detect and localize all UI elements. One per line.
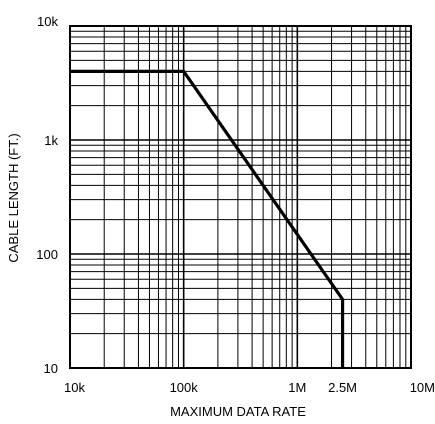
y-tick-label: 100 <box>36 247 58 262</box>
plot-border <box>69 25 412 369</box>
x-axis-title: MAXIMUM DATA RATE <box>170 404 306 419</box>
plot-frame <box>69 25 412 369</box>
y-tick-label: 10 <box>44 361 58 376</box>
x-tick-label: 2.5M <box>328 380 357 395</box>
grid <box>70 26 411 368</box>
y-tick-label: 10k <box>37 14 58 29</box>
y-tick-label: 1k <box>44 133 58 148</box>
series-line-1 <box>70 69 345 368</box>
y-axis-title: CABLE LENGTH (FT.) <box>6 133 21 262</box>
y-tick-labels: 10 100 1k 10k <box>36 14 58 376</box>
x-tick-label: 10M <box>410 380 435 395</box>
x-tick-label: 100k <box>170 380 199 395</box>
x-tick-label: 1M <box>288 380 306 395</box>
x-tick-label: 10k <box>64 380 85 395</box>
x-tick-labels: 10k 100k 1M 2.5M 10M <box>64 380 435 395</box>
series-group <box>70 69 345 368</box>
